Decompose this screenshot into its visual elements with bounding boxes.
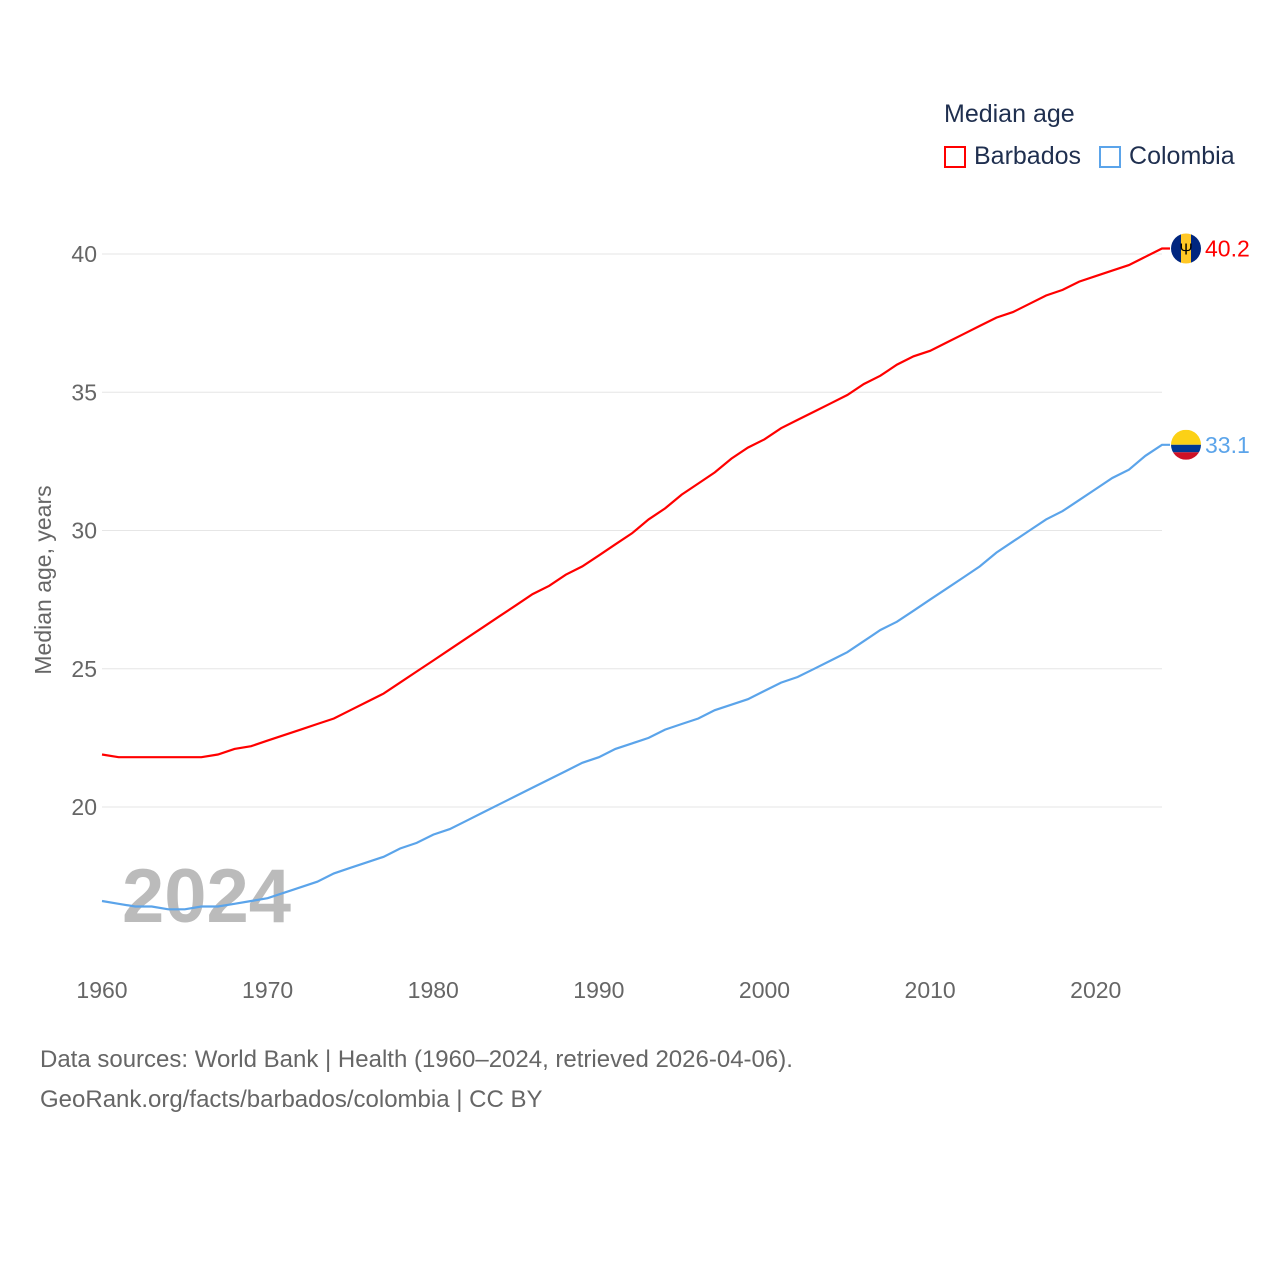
x-tick-label: 1960 — [76, 977, 127, 1003]
series-line-colombia[interactable] — [101, 443, 1170, 911]
legend-swatch-colombia[interactable] — [1099, 145, 1122, 168]
y-tick-label: 35 — [71, 379, 97, 405]
x-tick-label: 1970 — [242, 977, 293, 1003]
y-axis-label: Median age, years — [30, 485, 56, 674]
y-tick-label: 30 — [71, 518, 97, 544]
y-tick-label: 25 — [71, 656, 97, 682]
legend-swatch-barbados[interactable] — [944, 145, 966, 168]
barbados-flag-icon: Ψ — [1171, 233, 1201, 264]
y-tick-label: 40 — [71, 241, 97, 267]
legend-label-colombia[interactable]: Colombia — [1129, 142, 1235, 170]
legend: Barbados Colombia — [944, 142, 1235, 171]
legend-label-barbados[interactable]: Barbados — [974, 142, 1082, 170]
legend-title: Median age — [944, 100, 1075, 128]
x-tick-label: 2020 — [1070, 977, 1121, 1003]
x-tick-label: 1980 — [408, 977, 459, 1003]
x-tick-label: 2000 — [739, 977, 790, 1003]
end-label-colombia: 33.1 — [1205, 432, 1250, 458]
end-label-barbados: 40.2 — [1205, 235, 1250, 261]
series-line-barbados[interactable] — [101, 247, 1170, 759]
x-tick-label: 1990 — [573, 977, 624, 1003]
svg-text:Ψ: Ψ — [1179, 241, 1192, 258]
source-link[interactable]: GeoRank.org/facts/barbados/colombia | CC… — [40, 1086, 543, 1113]
source-text: Data sources: World Bank | Health (1960–… — [40, 1046, 793, 1073]
x-tick-label: 2010 — [905, 977, 956, 1003]
year-watermark: 2024 — [122, 854, 291, 939]
colombia-flag-icon — [1171, 429, 1201, 460]
y-tick-label: 20 — [71, 794, 97, 820]
